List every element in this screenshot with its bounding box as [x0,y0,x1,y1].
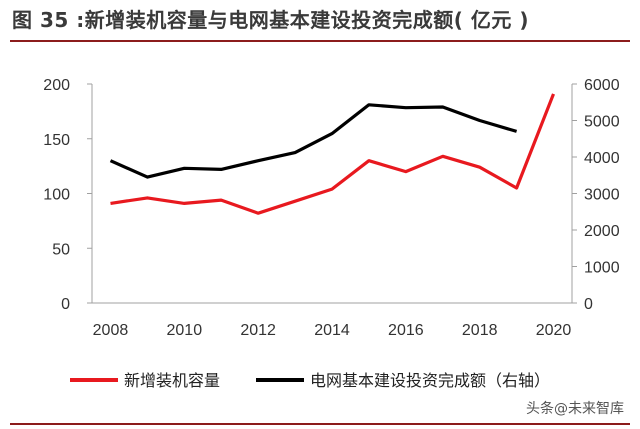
legend-label-series-2: 电网基本建设投资完成额（右轴） [310,371,550,390]
right-tick-label: 3000 [584,187,620,204]
series-line-1 [110,93,555,215]
series-lines [109,93,555,215]
watermark: 头条@未来智库 [526,401,624,417]
x-tick-label: 2008 [93,322,129,339]
right-tick-label: 4000 [584,150,620,167]
x-tick-label: 2020 [536,322,572,339]
page-title: 图 35 :新增装机容量与电网基本建设投资完成额( 亿元 ) [12,8,529,32]
legend-label-series-1: 新增装机容量 [124,371,220,390]
left-axis-ticks: 0 50 100 150 200 [43,77,92,313]
bottom-divider [10,423,630,425]
left-tick-label: 50 [52,241,70,258]
right-axis-ticks: 0 1000 2000 3000 4000 5000 6000 [572,77,620,313]
right-tick-label: 5000 [584,114,620,131]
title-divider [10,40,630,42]
x-tick-label: 2012 [240,322,276,339]
series-line-2 [109,103,518,179]
x-tick-label: 2010 [167,322,203,339]
left-tick-label: 200 [43,77,70,94]
left-tick-label: 0 [61,296,70,313]
right-tick-label: 1000 [584,260,620,277]
x-tick-label: 2018 [462,322,498,339]
left-tick-label: 150 [43,132,70,149]
legend: 新增装机容量 电网基本建设投资完成额（右轴） [70,371,550,390]
x-tick-label: 2016 [388,322,424,339]
right-tick-label: 6000 [584,77,620,94]
x-tick-label: 2014 [314,322,350,339]
left-tick-label: 100 [43,187,70,204]
right-tick-label: 2000 [584,223,620,240]
x-axis-ticks: 2008 2010 2012 2014 2016 2018 2020 [93,322,572,339]
right-tick-label: 0 [584,296,593,313]
